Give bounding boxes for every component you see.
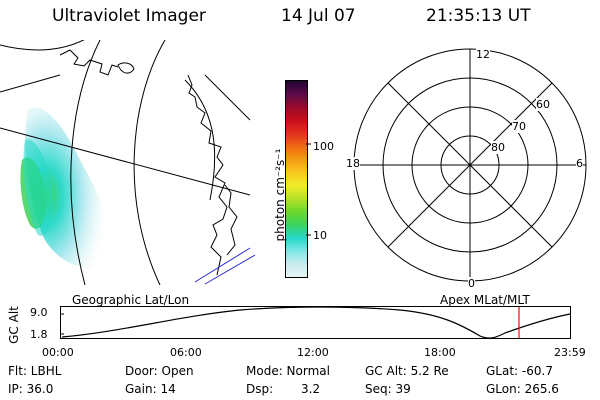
filter-info: Flt: LBHL: [8, 364, 62, 378]
door-info: Door: Open: [125, 364, 194, 378]
orbit-xtick-0600: 06:00: [170, 346, 202, 359]
gc-alt-info: GC Alt: 5.2 Re: [365, 364, 449, 378]
orbit-ytick-high: 9.0: [30, 306, 48, 319]
colorbar: [285, 80, 308, 278]
mlat-label-80: 80: [491, 141, 505, 154]
coastline: [117, 62, 135, 74]
orbit-ytick-low: 1.8: [30, 328, 48, 341]
latitude-line: [184, 79, 216, 201]
mlat-label-70: 70: [512, 120, 526, 133]
mlt-label-0: 0: [468, 277, 475, 290]
colorbar-unit-label: photon cm⁻²s⁻¹: [273, 148, 287, 242]
geographic-map: [0, 40, 256, 285]
coastline: [224, 184, 238, 256]
coastline: [187, 74, 228, 276]
orbit-altitude-curve: [61, 306, 571, 339]
colorbar-tick-10: 10: [313, 229, 327, 242]
apex-caption: Apex MLat/MLT: [440, 293, 530, 307]
map-content: [0, 40, 256, 285]
spacecraft-track: [194, 247, 251, 283]
polar-diagonal: [387, 82, 553, 248]
orbit-altitude-plot: [60, 306, 571, 339]
meridian-line: [0, 127, 251, 196]
seq-info: Seq: 39: [365, 382, 411, 396]
coastline: [59, 49, 119, 76]
orbit-xtick-1200: 12:00: [297, 346, 329, 359]
glon-info: GLon: 265.6: [486, 382, 559, 396]
auroral-emission: [20, 107, 113, 269]
geographic-caption: Geographic Lat/Lon: [72, 293, 190, 307]
observation-time: 21:35:13 UT: [426, 6, 531, 26]
dsp-label: Dsp:: [246, 382, 274, 396]
glat-info: GLat: -60.7: [486, 364, 553, 378]
orbit-ylabel: GC Alt: [7, 306, 21, 344]
meridian-line: [0, 74, 61, 93]
colorbar-tick-100: 100: [313, 140, 334, 153]
latitude-line: [0, 40, 85, 51]
orbit-xtick-2359: 23:59: [554, 346, 586, 359]
observation-date: 14 Jul 07: [281, 6, 356, 26]
meridian-line: [204, 74, 251, 121]
latitude-line: [133, 40, 166, 285]
dsp-value: 3.2: [301, 382, 321, 396]
mlt-label-18: 18: [346, 157, 360, 170]
orbit-xtick-1800: 18:00: [424, 346, 456, 359]
spacecraft-track: [204, 254, 256, 285]
orbit-plot-frame: [60, 306, 571, 339]
ip-info: IP: 36.0: [8, 382, 54, 396]
instrument-title: Ultraviolet Imager: [52, 6, 206, 26]
latitude-line: [70, 40, 101, 285]
mode-info: Mode: Normal: [246, 364, 330, 378]
mlat-label-60: 60: [536, 98, 550, 111]
colorbar-ticks: [306, 143, 311, 236]
polar-mlat-mlt-plot: [353, 48, 587, 282]
mlt-label-6: 6: [576, 157, 583, 170]
mlt-label-12: 12: [476, 48, 490, 61]
orbit-xtick-0000: 00:00: [42, 346, 74, 359]
gain-info: Gain: 14: [125, 382, 176, 396]
